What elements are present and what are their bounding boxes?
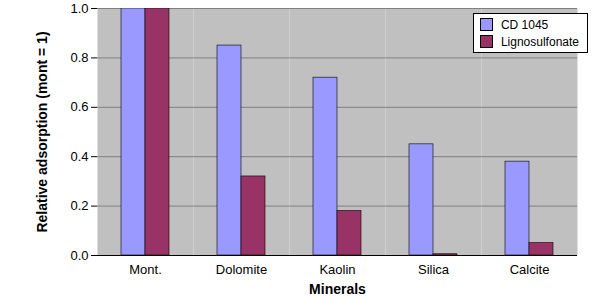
svg-text:1.0: 1.0	[70, 1, 88, 16]
svg-text:Mont.: Mont.	[129, 262, 162, 277]
svg-text:0.8: 0.8	[70, 50, 88, 65]
svg-text:Kaolin: Kaolin	[319, 262, 355, 277]
svg-text:0.6: 0.6	[70, 99, 88, 114]
svg-text:Silica: Silica	[418, 262, 450, 277]
svg-text:Calcite: Calcite	[510, 262, 550, 277]
svg-text:0.2: 0.2	[70, 198, 88, 213]
svg-text:0.4: 0.4	[70, 149, 88, 164]
html-text:Lignosulfonate: Lignosulfonate	[500, 34, 579, 49]
svg-text:Relative adsorption (mont = 1): Relative adsorption (mont = 1)	[34, 31, 50, 232]
html-text:CD 1045: CD 1045	[500, 17, 549, 32]
svg-text:Dolomite: Dolomite	[216, 262, 267, 277]
svg-text:Minerals: Minerals	[309, 281, 366, 297]
svg-text:0.0: 0.0	[70, 248, 88, 263]
